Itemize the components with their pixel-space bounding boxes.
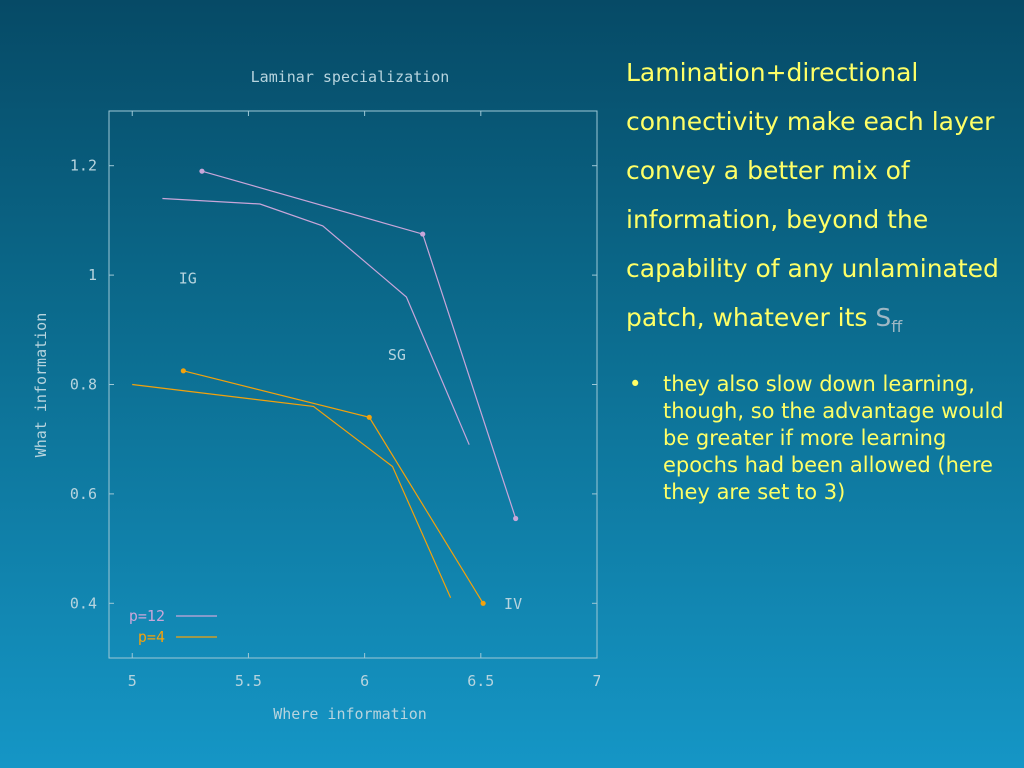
y-tick-label: 1: [88, 266, 97, 284]
x-tick-label: 5.5: [235, 672, 262, 690]
data-point: [366, 414, 372, 420]
annotation-label: IV: [504, 595, 522, 613]
y-axis: 0.4 0.6 0.8 1 1.2: [70, 157, 597, 612]
plot-frame: [108, 110, 598, 659]
bullet-list: • they also slow down learning, though, …: [626, 371, 1016, 506]
legend: p=12 p=4: [129, 607, 217, 646]
series-line: [201, 170, 517, 519]
s-symbol: S: [875, 303, 892, 332]
annotation-label: SG: [388, 346, 406, 364]
data-point: [180, 368, 186, 374]
chart-title: Laminar specialization: [251, 68, 450, 86]
s-subscript: ff: [891, 317, 903, 336]
data-point: [199, 168, 205, 174]
annotation-label: IG: [179, 269, 197, 287]
bullet-item: • they also slow down learning, though, …: [626, 371, 1016, 506]
legend-label: p=12: [129, 607, 165, 625]
series-line: [132, 383, 452, 599]
x-tick-label: 7: [592, 672, 600, 690]
main-statement-text: Lamination+directional connectivity make…: [626, 58, 999, 332]
y-axis-label: What information: [32, 313, 50, 458]
y-tick-label: 1.2: [70, 157, 97, 175]
y-tick-label: 0.8: [70, 376, 97, 394]
data-point: [420, 231, 426, 237]
y-tick-label: 0.4: [70, 594, 97, 612]
series-line: [162, 197, 470, 445]
y-tick-label: 0.6: [70, 485, 97, 503]
x-axis: 5 5.5 6 6.5 7: [128, 111, 600, 690]
data-point: [480, 600, 486, 606]
annotations: IG SG IV: [179, 269, 522, 612]
x-tick-label: 6: [360, 672, 369, 690]
explanation-panel: Lamination+directional connectivity make…: [626, 48, 1016, 506]
chart: Laminar specialization 5 5.5 6 6.5 7 0.40.60…: [32, 68, 600, 723]
main-statement: Lamination+directional connectivity make…: [626, 48, 1016, 351]
bullet-text: they also slow down learning, though, so…: [663, 372, 1004, 504]
x-axis-label: Where information: [273, 705, 427, 723]
x-tick-label: 5: [128, 672, 137, 690]
series-layer: [132, 168, 519, 606]
legend-label: p=4: [138, 628, 165, 646]
bullet-marker: •: [629, 372, 642, 396]
x-tick-label: 6.5: [467, 672, 494, 690]
data-point: [513, 515, 519, 522]
